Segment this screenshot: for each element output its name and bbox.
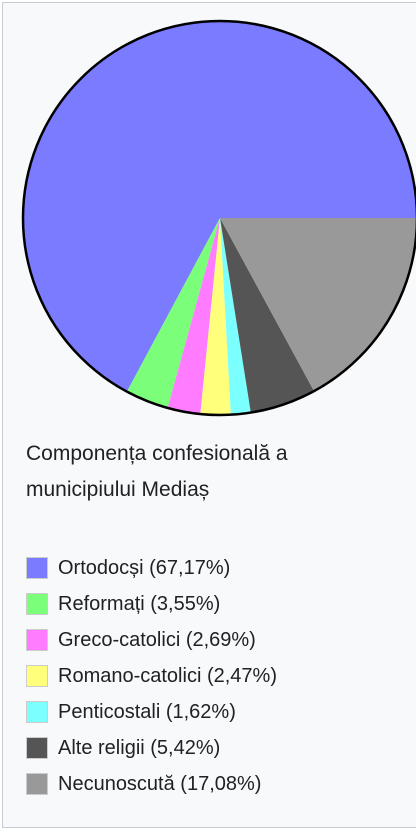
pie-slice [200, 218, 231, 415]
legend-swatch [26, 665, 48, 687]
legend-entry: Alte religii (5,42%) [26, 730, 277, 766]
legend-swatch [26, 557, 48, 579]
legend-entry: Necunoscută (17,08%) [26, 766, 277, 802]
pie-slice [23, 21, 416, 392]
pie-chart [21, 19, 416, 417]
legend-swatch [26, 773, 48, 795]
legend-label: Alte religii (5,42%) [58, 736, 221, 759]
legend-label: Reformați (3,55%) [58, 592, 221, 615]
pie-slice [167, 218, 220, 415]
legend-entry: Ortodocși (67,17%) [26, 550, 277, 586]
legend-swatch [26, 701, 48, 723]
legend-label: Greco-catolici (2,69%) [58, 628, 256, 651]
legend-entry: Romano-catolici (2,47%) [26, 658, 277, 694]
pie-slice [126, 218, 220, 408]
legend-entry: Penticostali (1,62%) [26, 694, 277, 730]
pie-outline [21, 19, 416, 417]
pie-slice [220, 218, 251, 415]
legend-label: Penticostali (1,62%) [58, 700, 236, 723]
legend-swatch [26, 593, 48, 615]
legend-label: Romano-catolici (2,47%) [58, 664, 277, 687]
legend-label: Necunoscută (17,08%) [58, 772, 262, 795]
legend-entry: Reformați (3,55%) [26, 586, 277, 622]
legend-swatch [26, 737, 48, 759]
chart-title: Componența confesională a municipiului M… [26, 442, 288, 501]
legend-label: Ortodocși (67,17%) [58, 556, 231, 579]
legend-entry: Greco-catolici (2,69%) [26, 622, 277, 658]
legend: Ortodocși (67,17%) Reformați (3,55%) Greco… [26, 550, 277, 802]
legend-swatch [26, 629, 48, 651]
pie-slice [220, 218, 315, 413]
